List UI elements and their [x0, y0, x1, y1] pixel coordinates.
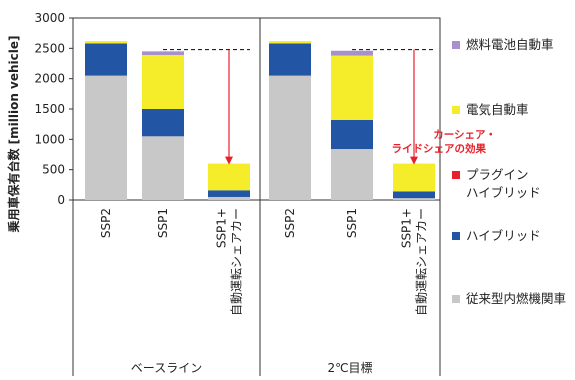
y-tick-label: 2000	[34, 72, 65, 86]
legend-label: プラグイン ハイブリッド	[466, 167, 541, 200]
legend-item: プラグイン ハイブリッド	[452, 166, 541, 202]
x-tick-label-line: SSP2	[283, 208, 297, 238]
plot-frame	[72, 17, 441, 376]
legend: 燃料電池自動車 電気自動車プラグイン ハイブリッドハイブリッド従来型内燃機関車	[452, 0, 575, 376]
bar-segment	[85, 43, 127, 76]
annotations: カーシェア・ライドシェアの効果	[163, 48, 496, 165]
legend-swatch	[452, 171, 460, 179]
x-tick-label: SSP1	[345, 208, 359, 238]
x-tick-label-line: SSP1+	[215, 208, 229, 248]
axes: 0 500 1000 1500 2000 2500 3000 乗用車保有台数 [million…	[6, 11, 429, 375]
legend-item: 従来型内燃機関車	[452, 290, 566, 308]
legend-label: 燃料電池自動車	[466, 37, 554, 52]
legend-swatch	[452, 41, 460, 49]
bar-segment	[331, 119, 373, 150]
x-tick-label-line: SSP2	[99, 208, 113, 238]
bar-segment	[269, 75, 311, 200]
y-tick-label: 0	[57, 193, 65, 207]
legend-swatch	[452, 232, 460, 240]
x-tick-label: SSP2	[99, 208, 113, 238]
plot-border	[72, 17, 441, 201]
legend-item: ハイブリッド	[452, 227, 541, 245]
bar-segment	[331, 50, 373, 56]
group-label: ベースライン	[131, 361, 202, 375]
bar-segment	[208, 163, 250, 191]
legend-label: 従来型内燃機関車	[466, 291, 567, 306]
bar-segment	[393, 163, 435, 192]
legend-item: 電気自動車	[452, 101, 529, 119]
x-tick-label: SSP2	[283, 208, 297, 238]
bar-segment	[142, 55, 184, 109]
x-tick-label-line: SSP1+	[400, 208, 414, 248]
bar-segment	[142, 51, 184, 56]
legend-label: 電気自動車	[466, 102, 529, 117]
x-tick-label-line: SSP1	[156, 208, 170, 238]
legend-swatch	[452, 295, 460, 303]
bar-segment	[269, 43, 311, 76]
legend-item: 燃料電池自動車	[452, 36, 554, 54]
x-tick-label-line: 自動運転シェアカー	[415, 208, 429, 316]
x-tick-label: SSP1+ 自動運転シェアカー	[400, 208, 429, 316]
bar-segment	[331, 55, 373, 120]
y-tick-label: 1000	[34, 132, 65, 146]
y-axis-title: 乗用車保有台数 [million vehicle]	[6, 35, 21, 232]
y-tick-label: 2500	[34, 41, 65, 55]
x-tick-label-line: 自動運転シェアカー	[230, 208, 244, 316]
legend-label: ハイブリッド	[466, 228, 541, 243]
bar-segment	[85, 75, 127, 200]
group-label: 2℃目標	[327, 361, 372, 375]
annotation-text: カーシェア・	[433, 129, 496, 141]
bar-segment	[208, 196, 250, 200]
bar-segment	[331, 149, 373, 200]
bar-segment	[269, 41, 311, 44]
y-tick-label: 1500	[34, 102, 65, 116]
bar-segment	[142, 136, 184, 200]
legend-swatch	[452, 106, 460, 114]
bars	[85, 41, 435, 200]
bar-segment	[208, 190, 250, 197]
x-tick-label: SSP1	[156, 208, 170, 238]
y-tick-label: 500	[42, 163, 65, 177]
bar-segment	[85, 41, 127, 44]
bar-segment	[393, 198, 435, 200]
x-tick-label-line: SSP1	[345, 208, 359, 238]
x-tick-label: SSP1+ 自動運転シェアカー	[215, 208, 244, 316]
bar-segment	[142, 109, 184, 137]
bar-segment	[393, 191, 435, 199]
annotation-text: ライドシェアの効果	[392, 142, 487, 155]
y-tick-label: 3000	[34, 11, 65, 25]
